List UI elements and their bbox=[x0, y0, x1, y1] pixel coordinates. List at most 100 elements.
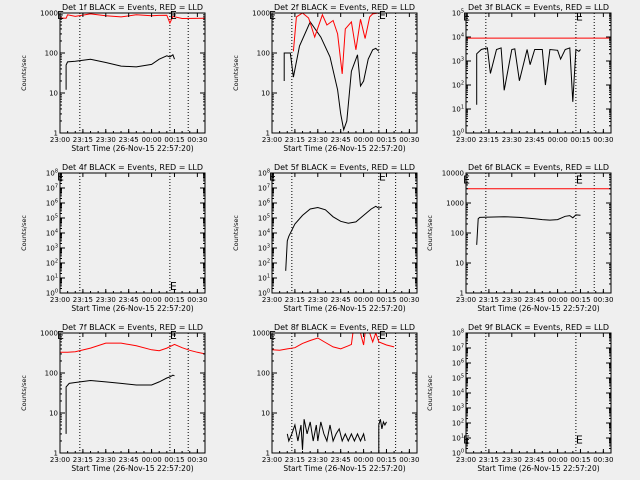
e-marker: E bbox=[170, 280, 177, 293]
x-tick-label: 00:15 bbox=[570, 456, 590, 464]
x-tick-label: 23:15 bbox=[285, 296, 305, 304]
series-line bbox=[60, 342, 205, 355]
x-tick-label: 23:30 bbox=[308, 136, 328, 144]
plot-frame bbox=[465, 12, 612, 134]
x-tick-label: 23:45 bbox=[525, 136, 545, 144]
y-tick-label: 102 bbox=[452, 81, 464, 90]
series-line bbox=[60, 13, 205, 25]
x-tick-label: 00:15 bbox=[164, 296, 184, 304]
x-tick-label: 00:00 bbox=[353, 456, 373, 464]
x-tick-label: 23:45 bbox=[119, 136, 139, 144]
series-line bbox=[283, 20, 380, 132]
y-tick-label: 1000 bbox=[40, 10, 58, 18]
e-marker: E bbox=[170, 9, 177, 22]
x-tick-label: 23:00 bbox=[456, 456, 476, 464]
chart-panel: Det 7f BLACK = Events, RED = LLDEE23:002… bbox=[20, 323, 207, 473]
y-tick-label: 106 bbox=[46, 199, 58, 208]
plot-frame bbox=[271, 12, 418, 134]
y-tick-label: 100 bbox=[45, 50, 58, 58]
x-axis-label: Start Time (26-Nov-15 22:57:20) bbox=[283, 144, 405, 153]
x-tick-label: 23:00 bbox=[262, 456, 282, 464]
y-tick-label: 1 bbox=[266, 450, 270, 458]
x-tick-label: 00:00 bbox=[547, 296, 567, 304]
x-axis-label: Start Time (26-Nov-15 22:57:20) bbox=[283, 304, 405, 313]
x-tick-label: 23:00 bbox=[456, 136, 476, 144]
y-axis-label: Counts/sec bbox=[426, 215, 434, 251]
y-tick-label: 100 bbox=[452, 449, 464, 458]
plot-frame bbox=[465, 172, 612, 294]
y-tick-label: 100 bbox=[45, 370, 58, 378]
y-tick-label: 105 bbox=[258, 214, 270, 223]
x-tick-label: 23:00 bbox=[262, 136, 282, 144]
x-tick-label: 23:00 bbox=[50, 456, 70, 464]
x-tick-label: 00:30 bbox=[187, 456, 207, 464]
chart-panel: Det 6f BLACK = Events, RED = LLDEE23:002… bbox=[426, 163, 613, 313]
y-tick-label: 1000 bbox=[40, 330, 58, 338]
x-tick-label: 23:45 bbox=[331, 296, 351, 304]
series-line bbox=[378, 419, 387, 453]
y-tick-label: 108 bbox=[452, 329, 464, 338]
y-tick-label: 107 bbox=[452, 344, 464, 353]
panel-title: Det 8f BLACK = Events, RED = LLD bbox=[274, 323, 415, 332]
x-tick-label: 23:15 bbox=[479, 296, 499, 304]
x-tick-label: 23:30 bbox=[96, 296, 116, 304]
y-tick-label: 104 bbox=[452, 389, 464, 398]
x-axis-label: Start Time (26-Nov-15 22:57:20) bbox=[71, 304, 193, 313]
y-tick-label: 107 bbox=[258, 184, 270, 193]
y-axis-label: Counts/sec bbox=[426, 375, 434, 411]
y-tick-label: 102 bbox=[46, 259, 58, 268]
chart-panel: Det 5f BLACK = Events, RED = LLDEE23:002… bbox=[232, 163, 419, 313]
x-tick-label: 23:45 bbox=[331, 136, 351, 144]
x-tick-label: 23:15 bbox=[479, 456, 499, 464]
y-tick-label: 100 bbox=[46, 289, 58, 298]
y-tick-label: 10 bbox=[261, 410, 270, 418]
panel-title: Det 9f BLACK = Events, RED = LLD bbox=[468, 323, 609, 332]
x-tick-label: 23:45 bbox=[331, 456, 351, 464]
chart-panel: Det 4f BLACK = Events, RED = LLDEE23:002… bbox=[20, 163, 207, 313]
y-tick-label: 106 bbox=[258, 199, 270, 208]
y-tick-label: 10 bbox=[261, 90, 270, 98]
x-tick-label: 23:30 bbox=[502, 136, 522, 144]
series-line bbox=[286, 419, 366, 450]
x-tick-label: 00:30 bbox=[593, 136, 613, 144]
series-line bbox=[292, 13, 417, 74]
y-tick-label: 1 bbox=[54, 450, 58, 458]
y-axis-label: Counts/sec bbox=[232, 215, 240, 251]
y-tick-label: 1000 bbox=[252, 330, 270, 338]
y-tick-label: 100 bbox=[257, 50, 270, 58]
panel-title: Det 4f BLACK = Events, RED = LLD bbox=[62, 163, 203, 172]
y-tick-label: 105 bbox=[46, 214, 58, 223]
y-axis-label: Counts/sec bbox=[20, 55, 28, 91]
panel-title: Det 7f BLACK = Events, RED = LLD bbox=[62, 323, 203, 332]
x-tick-label: 23:30 bbox=[308, 456, 328, 464]
y-tick-label: 103 bbox=[452, 57, 464, 66]
x-axis-label: Start Time (26-Nov-15 22:57:20) bbox=[71, 144, 193, 153]
x-tick-label: 00:30 bbox=[399, 136, 419, 144]
y-tick-label: 104 bbox=[258, 229, 270, 238]
y-tick-label: 101 bbox=[46, 274, 58, 283]
e-marker: E bbox=[170, 329, 177, 342]
x-tick-label: 00:00 bbox=[547, 456, 567, 464]
series-line bbox=[476, 214, 581, 245]
x-tick-label: 00:30 bbox=[399, 456, 419, 464]
y-tick-label: 100 bbox=[451, 230, 464, 238]
x-tick-label: 23:00 bbox=[50, 136, 70, 144]
x-tick-label: 23:00 bbox=[50, 296, 70, 304]
x-tick-label: 23:30 bbox=[502, 296, 522, 304]
y-tick-label: 101 bbox=[452, 434, 464, 443]
y-axis-label: Counts/sec bbox=[20, 375, 28, 411]
y-tick-label: 10 bbox=[49, 90, 58, 98]
y-tick-label: 108 bbox=[258, 169, 270, 178]
x-tick-label: 23:30 bbox=[96, 136, 116, 144]
x-tick-label: 00:00 bbox=[141, 136, 161, 144]
x-tick-label: 00:30 bbox=[399, 296, 419, 304]
y-tick-label: 106 bbox=[452, 359, 464, 368]
x-tick-label: 23:45 bbox=[119, 456, 139, 464]
x-tick-label: 23:45 bbox=[525, 296, 545, 304]
y-tick-label: 100 bbox=[258, 289, 270, 298]
chart-panel: Det 9f BLACK = Events, RED = LLDEE23:002… bbox=[426, 323, 613, 473]
y-tick-label: 1 bbox=[460, 290, 464, 298]
plot-frame bbox=[59, 12, 206, 134]
x-tick-label: 00:00 bbox=[141, 456, 161, 464]
